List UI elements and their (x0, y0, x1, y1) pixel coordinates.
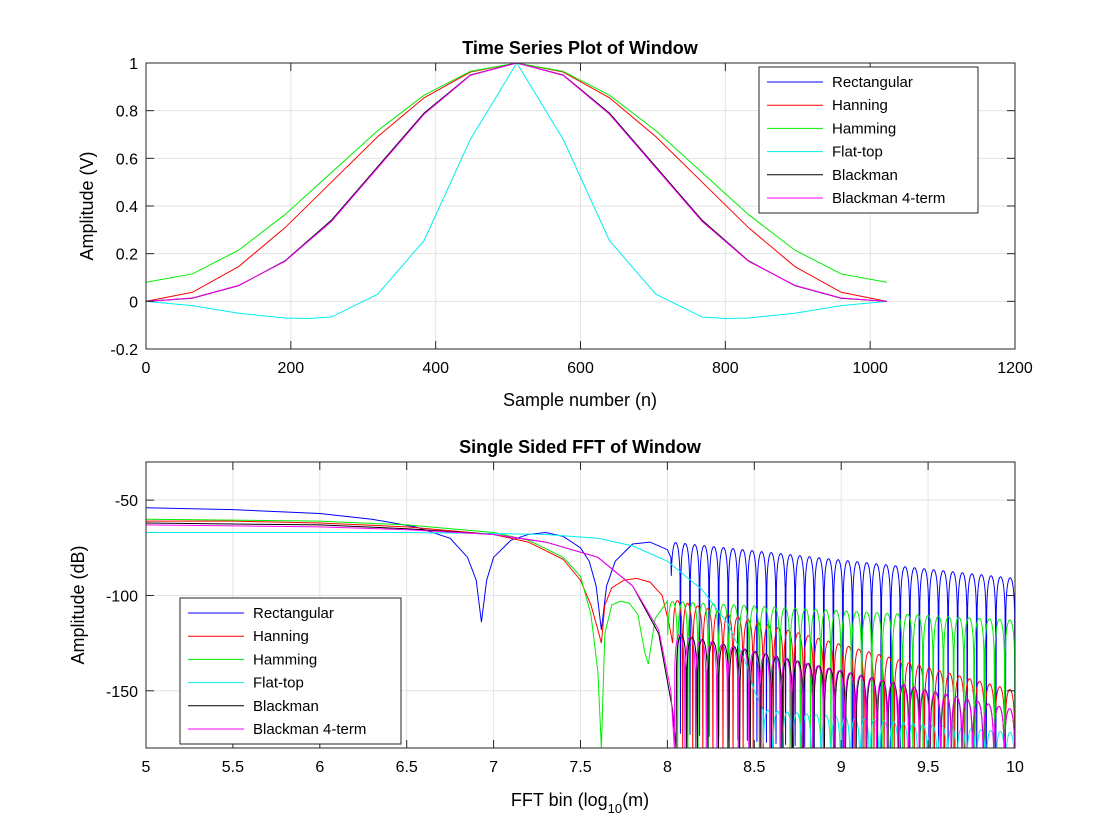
time-series-title: Time Series Plot of Window (462, 38, 699, 58)
fft-xlabel: FFT bin (log10(m) (511, 790, 649, 816)
fft-xtick-label: 8.5 (743, 759, 765, 776)
time-series-xtick-label: 600 (567, 360, 594, 377)
fft-xtick-label: 9 (837, 759, 846, 776)
fft-legend: Rectangular Hanning Hamming Flat-top Blackma… (179, 597, 402, 745)
fft-legend-label-hamming: Hamming (253, 651, 317, 668)
time-series-xtick-label: 0 (142, 360, 151, 377)
time-series-legend-label-blackman-4-term: Blackman 4-term (832, 190, 945, 207)
time-series-xtick-label: 400 (422, 360, 449, 377)
time-series-legend-box (758, 66, 979, 214)
fft-series-blackman-4-term (146, 524, 1015, 748)
time-series-ytick-label: 0 (129, 294, 138, 311)
fft-xlabel-subscript: 10 (608, 801, 622, 816)
fft-title: Single Sided FFT of Window (459, 437, 702, 457)
fft-legend-label-flat-top: Flat-top (253, 675, 304, 692)
fft-lines (146, 507, 1015, 748)
fft-legend-label-blackman: Blackman (253, 698, 319, 715)
time-series-legend-label-flat-top: Flat-top (832, 144, 883, 161)
fft-legend-box (179, 597, 402, 745)
fft-series-rectangular (146, 507, 1015, 748)
time-series-ticks: 0 200 400 600 800 1000 1200-0.200.20.40.60.81 (110, 56, 1032, 377)
time-series-ytick-label: 0.2 (116, 247, 138, 264)
fft-xtick-label: 9.5 (917, 759, 939, 776)
fft-xtick-label: 10 (1006, 759, 1024, 776)
fft-plot: Single Sided FFT of Window 5 5.5 6 6.5 7 7.5 8… (68, 437, 1024, 816)
fft-xtick-label: 5 (142, 759, 151, 776)
fft-xtick-label: 8 (663, 759, 672, 776)
fft-xlabel-suffix: (m) (622, 790, 649, 810)
time-series-ytick-label: 0.4 (116, 199, 138, 216)
time-series-plot: Time Series Plot of Window 0 200 400 600 800… (77, 38, 1033, 410)
time-series-xlabel: Sample number (n) (503, 390, 657, 410)
fft-xtick-label: 5.5 (222, 759, 244, 776)
time-series-ytick-label: 0.6 (116, 151, 138, 168)
time-series-ylabel: Amplitude (V) (77, 151, 97, 260)
time-series-xtick-label: 1000 (852, 360, 888, 377)
fft-xlabel-main: FFT bin (log (511, 790, 608, 810)
fft-ytick-label: -100 (106, 588, 138, 605)
time-series-legend-label-hanning: Hanning (832, 97, 888, 114)
fft-ytick-label: -150 (106, 684, 138, 701)
time-series-ytick-label: 0.8 (116, 104, 138, 121)
fft-ylabel: Amplitude (dB) (68, 545, 88, 664)
fft-legend-label-rectangular: Rectangular (253, 605, 334, 622)
fft-xtick-label: 7.5 (569, 759, 591, 776)
time-series-xtick-label: 1200 (997, 360, 1033, 377)
fft-xtick-label: 6 (315, 759, 324, 776)
time-series-ytick-label: 1 (129, 56, 138, 73)
time-series-legend-label-blackman: Blackman (832, 167, 898, 184)
time-series-xtick-label: 200 (277, 360, 304, 377)
fft-legend-label-blackman-4-term: Blackman 4-term (253, 721, 366, 738)
fft-xtick-label: 6.5 (396, 759, 418, 776)
fft-xtick-label: 7 (489, 759, 498, 776)
time-series-ytick-label: -0.2 (110, 342, 138, 359)
time-series-legend-label-hamming: Hamming (832, 120, 896, 137)
time-series-xtick-label: 800 (712, 360, 739, 377)
time-series-legend: Rectangular Hanning Hamming Flat-top Blackma… (758, 66, 979, 214)
time-series-legend-label-rectangular: Rectangular (832, 74, 913, 91)
fft-legend-label-hanning: Hanning (253, 628, 309, 645)
fft-ytick-label: -50 (115, 493, 138, 510)
